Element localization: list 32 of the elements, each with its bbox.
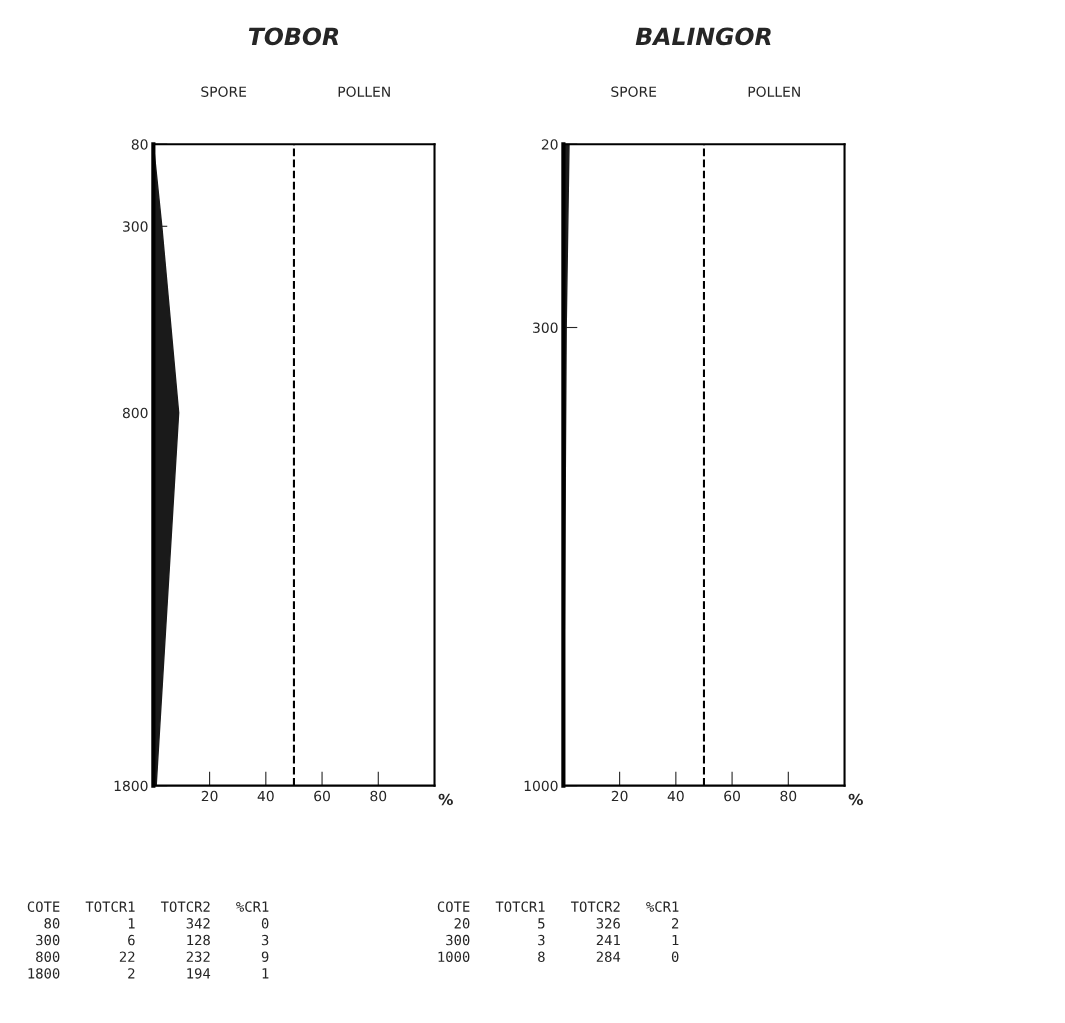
y-tick-label: 20	[541, 139, 558, 150]
x-tick-label: 20	[611, 790, 628, 802]
y-tick-label: 1800	[114, 780, 148, 792]
text: 300 6 128 3	[36, 934, 269, 946]
x-tick-label: 20	[201, 790, 218, 802]
x-tick-label: 60	[724, 790, 740, 802]
x-tick-label: 60	[314, 790, 330, 802]
text: 800 22 232 9	[36, 951, 269, 962]
text: SPORE	[201, 86, 247, 97]
y-tick-label: 300	[123, 221, 148, 232]
y-tick-label: 300	[533, 322, 558, 333]
text: 20 5 326 2	[454, 918, 679, 929]
text: 300 3 241 1	[446, 934, 679, 946]
text: POLLEN	[748, 86, 800, 97]
chart-title: TOBOR	[248, 27, 339, 46]
y-tick-label: 1000	[524, 780, 558, 792]
y-tick-label: 80	[131, 139, 148, 150]
x-axis-title: %	[438, 793, 453, 806]
text: SPORE	[611, 86, 657, 97]
x-tick-label: 40	[667, 790, 684, 802]
x-tick-label: 80	[780, 790, 797, 802]
y-tick-label: 800	[122, 407, 148, 419]
text: POLLEN	[338, 86, 390, 97]
x-tick-label: 80	[370, 790, 387, 802]
text: COTE TOTCR1 TOTCR2 %CR1	[437, 901, 679, 912]
chart-title: BALINGOR	[635, 27, 771, 46]
text: 80 1 342 0	[44, 918, 269, 929]
text: 1000 8 284 0	[438, 951, 679, 962]
x-axis-title: %	[848, 793, 863, 806]
text: 1800 2 194 1	[28, 968, 269, 979]
text: COTE TOTCR1 TOTCR2 %CR1	[27, 901, 269, 912]
x-tick-label: 40	[257, 790, 274, 802]
